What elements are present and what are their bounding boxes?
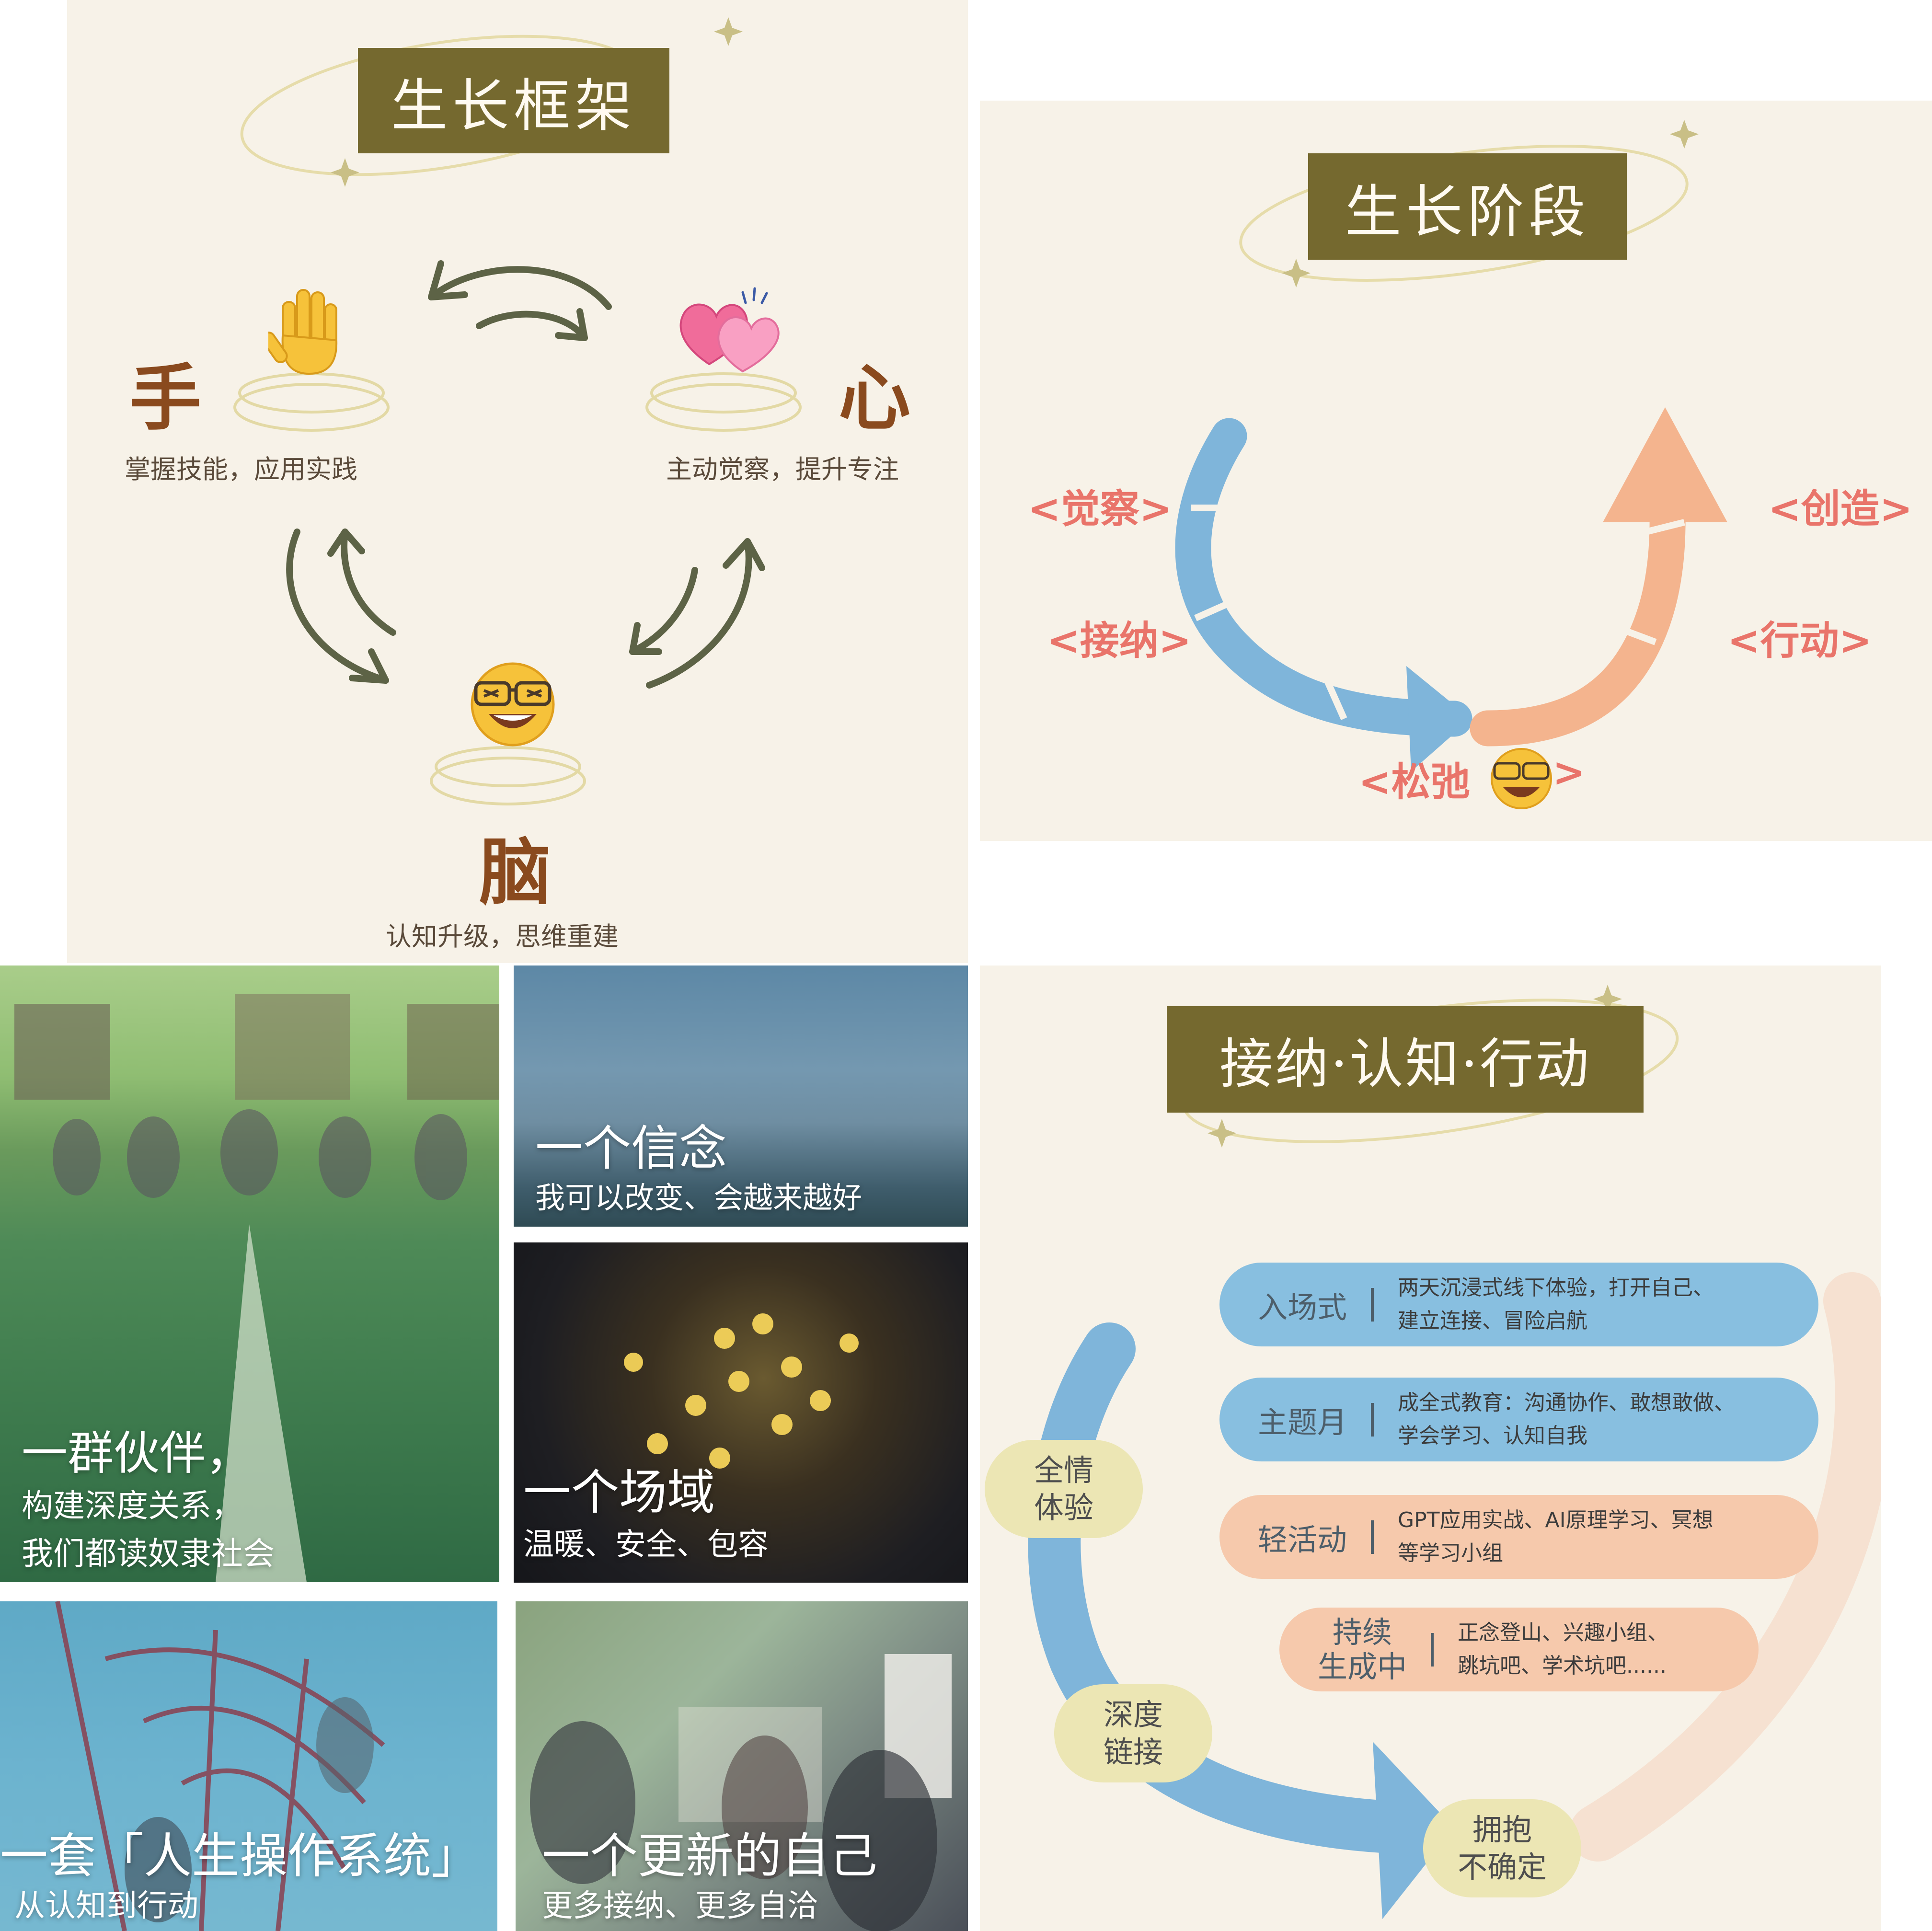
grinning-face-icon (471, 662, 555, 747)
row-label: 主题月 (1258, 1404, 1347, 1440)
photo-belief: 一个信念 我可以改变、会越来越好 (514, 966, 968, 1227)
scene-people-circle (14, 994, 499, 1582)
row-divider (1371, 1287, 1374, 1322)
row-description: 正念登山、兴趣小组、 跳坑吧、学术坑吧...... (1458, 1621, 1669, 1678)
brain-caption: 认知升级，思维重建 (386, 921, 619, 952)
heart-label: 心 (839, 356, 911, 440)
stage-creation: <创造> (1768, 486, 1913, 532)
row-divider (1431, 1632, 1434, 1667)
photo-renewed-subtitle: 更多接纳、更多自洽 (542, 1888, 818, 1924)
photo-os-subtitle: 从认知到行动 (14, 1888, 198, 1924)
row-label: 轻活动 (1258, 1522, 1347, 1557)
brain-label: 脑 (479, 830, 552, 915)
photo-partners-line1: 构建深度关系， (22, 1487, 243, 1524)
row-description: 两天沉浸式线下体验，打开自己、 建立连接、冒险启航 (1398, 1276, 1714, 1333)
two-hearts-icon (679, 287, 780, 373)
stage-action: <行动> (1727, 618, 1872, 664)
bubble-deep-connection: 深度 链接 (1054, 1684, 1212, 1782)
row-label: 持续 生成中 (1318, 1615, 1407, 1684)
photo-renewed-self: 一个更新的自己 更多接纳、更多自洽 (516, 1601, 968, 1931)
row-theme-month: 主题月 成全式教育：沟通协作、敢想敢做、 学会学习、认知自我 (1219, 1378, 1818, 1461)
brain-pedestal (430, 746, 586, 805)
row-label: 入场式 (1258, 1289, 1347, 1325)
row-entry-ceremony: 入场式 两天沉浸式线下体验，打开自己、 建立连接、冒险启航 (1219, 1263, 1818, 1346)
bubble-embrace-uncertainty: 拥抱 不确定 (1423, 1799, 1581, 1897)
cycle-arrows (286, 260, 765, 689)
scene-candle-hands (624, 1313, 859, 1469)
photo-os-title: 一套「人生操作系统」 (0, 1828, 479, 1884)
stage-acceptance: <接纳> (1047, 618, 1192, 664)
photo-operating-system: 一套「人生操作系统」 从认知到行动 (0, 1601, 497, 1931)
growth-framework-panel: 生长框架 (67, 0, 968, 963)
row-light-activity: 轻活动 GPT应用实战、AI原理学习、冥想 等学习小组 (1219, 1495, 1818, 1579)
photo-partners: 一群伙伴， 构建深度关系， 我们都读奴隶社会 (0, 966, 499, 1582)
photo-belief-title: 一个信念 (535, 1120, 727, 1176)
heart-caption: 主动觉察，提升专注 (666, 454, 899, 484)
row-description: GPT应用实战、AI原理学习、冥想 等学习小组 (1398, 1508, 1714, 1565)
growth-stages-panel: 生长阶段 <觉察> <接纳> <松弛 > <创造> <行动> (980, 101, 1932, 841)
photo-renewed-title: 一个更新的自己 (542, 1828, 877, 1884)
photo-partners-line2: 我们都读奴隶社会 (22, 1535, 275, 1572)
photo-belief-subtitle: 我可以改变、会越来越好 (535, 1180, 862, 1215)
stage-curve (1175, 407, 1727, 771)
row-continuous-generation: 持续 生成中 正念登山、兴趣小组、 跳坑吧、学术坑吧...... (1279, 1608, 1759, 1691)
grinning-face-icon (1491, 748, 1552, 809)
hand-caption: 掌握技能，应用实践 (125, 454, 357, 484)
hand-label: 手 (129, 356, 202, 440)
stage-relaxation: <松弛 (1358, 759, 1470, 805)
heart-pedestal (645, 372, 802, 432)
photo-field: 一个场域 温暖、安全、包容 (514, 1242, 968, 1583)
scene-rope-net (55, 1601, 385, 1931)
stage-relaxation-close: > (1552, 750, 1586, 795)
scene-classroom (530, 1654, 952, 1931)
row-description: 成全式教育：沟通协作、敢想敢做、 学会学习、认知自我 (1398, 1391, 1736, 1448)
stage-awareness: <觉察> (1028, 486, 1173, 532)
bubble-full-experience: 全情 体验 (985, 1440, 1143, 1538)
page-title: 生长框架 (358, 48, 669, 153)
row-divider (1371, 1402, 1374, 1437)
raised-hand-icon (268, 289, 338, 375)
page-title: 生长阶段 (1308, 153, 1627, 260)
acceptance-cognition-action-panel: 接纳·认知·行动 入场式 两天沉浸式线下体验，打开自己、 建立连接、冒险启航 主题… (980, 966, 1881, 1931)
photo-partners-title: 一群伙伴， (22, 1426, 252, 1480)
photo-field-subtitle: 温暖、安全、包容 (523, 1527, 769, 1563)
row-divider (1371, 1520, 1374, 1554)
page-title: 接纳·认知·行动 (1167, 1006, 1644, 1113)
photo-field-title: 一个场域 (523, 1464, 715, 1520)
